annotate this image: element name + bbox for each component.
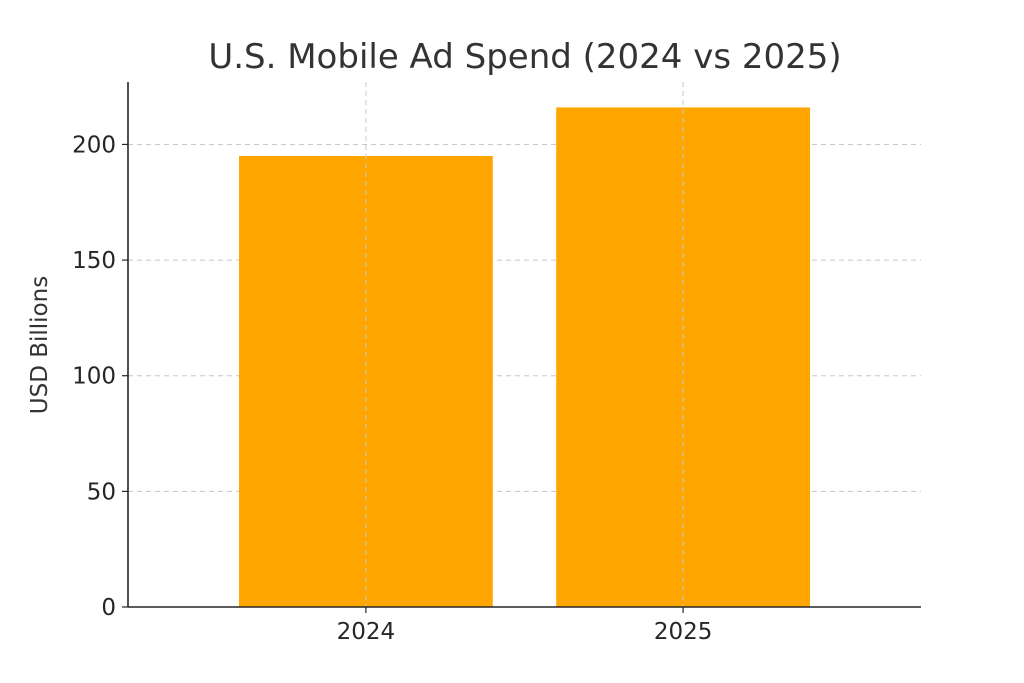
y-tick-label-150: 150: [72, 248, 116, 274]
x-grid-lines: [365, 82, 684, 607]
x-tick-label-2025: 2025: [654, 619, 713, 645]
bars: [239, 107, 810, 608]
y-axis-label: USD Billions: [27, 276, 53, 414]
y-tick-label-0: 0: [101, 595, 116, 621]
tick-labels: 0 50 100 150 200 2024 2025: [72, 132, 712, 645]
axes: [122, 82, 921, 613]
y-tick-label-100: 100: [72, 364, 116, 390]
y-tick-label-200: 200: [72, 132, 116, 158]
y-tick-label-50: 50: [87, 479, 116, 505]
x-tick-label-2024: 2024: [337, 619, 396, 645]
chart-title: U.S. Mobile Ad Spend (2024 vs 2025): [208, 37, 841, 77]
